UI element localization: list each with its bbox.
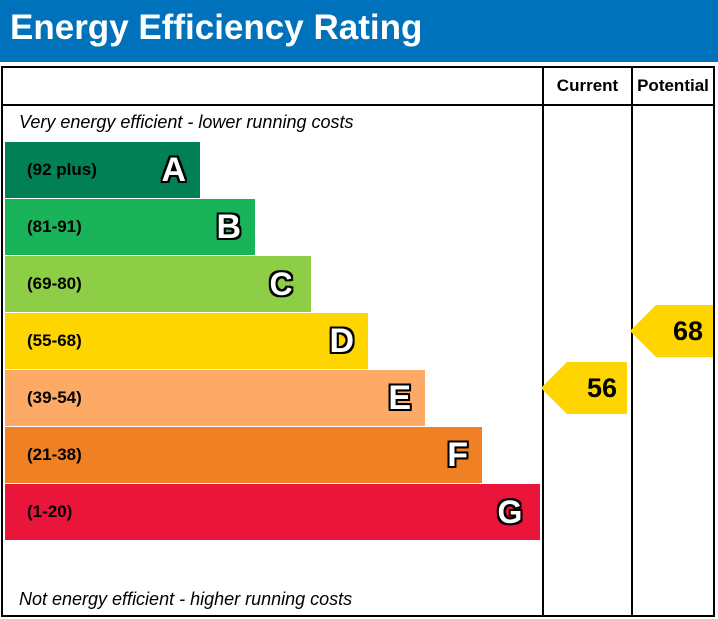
potential-rating-value: 68	[672, 316, 703, 346]
band-range-f: (21-38)	[27, 445, 82, 464]
current-rating-marker: 56	[541, 362, 627, 414]
band-row-e: (39-54) E	[5, 370, 425, 426]
band-letter-g: G	[497, 494, 523, 530]
chart-frame: Current Potential Very energy efficient …	[1, 66, 715, 617]
column-header-potential: Potential	[637, 76, 709, 95]
current-column-divider	[542, 68, 544, 615]
band-letter-b: B	[216, 208, 241, 246]
caption-top: Very energy efficient - lower running co…	[19, 112, 354, 132]
band-letter-f: F	[447, 436, 468, 474]
band-range-a: (92 plus)	[27, 160, 97, 179]
current-rating-value: 56	[586, 373, 617, 403]
band-range-d: (55-68)	[27, 331, 82, 350]
potential-rating-marker: 68	[630, 305, 713, 357]
band-row-d: (55-68) D	[5, 313, 368, 369]
band-letter-e: E	[388, 379, 411, 417]
title-bar: Energy Efficiency Rating	[0, 0, 718, 62]
band-range-b: (81-91)	[27, 217, 82, 236]
potential-column-divider	[631, 68, 633, 615]
band-letter-d: D	[329, 322, 354, 360]
band-range-e: (39-54)	[27, 388, 82, 407]
band-row-c: (69-80) C	[5, 256, 311, 312]
band-range-c: (69-80)	[27, 274, 82, 293]
band-list: (92 plus) A (81-91) B (69-80) C (55-68) …	[5, 142, 540, 582]
band-row-f: (21-38) F	[5, 427, 482, 483]
caption-bottom: Not energy efficient - higher running co…	[19, 589, 353, 609]
page-title: Energy Efficiency Rating	[10, 8, 423, 47]
band-row-a: (92 plus) A	[5, 142, 200, 198]
column-header-current: Current	[556, 76, 619, 95]
band-row-b: (81-91) B	[5, 199, 255, 255]
band-letter-a: A	[161, 151, 186, 189]
header-divider	[3, 104, 713, 106]
band-letter-c: C	[269, 266, 293, 302]
band-range-g: (1-20)	[27, 502, 73, 521]
band-row-g: (1-20) G	[5, 484, 540, 540]
